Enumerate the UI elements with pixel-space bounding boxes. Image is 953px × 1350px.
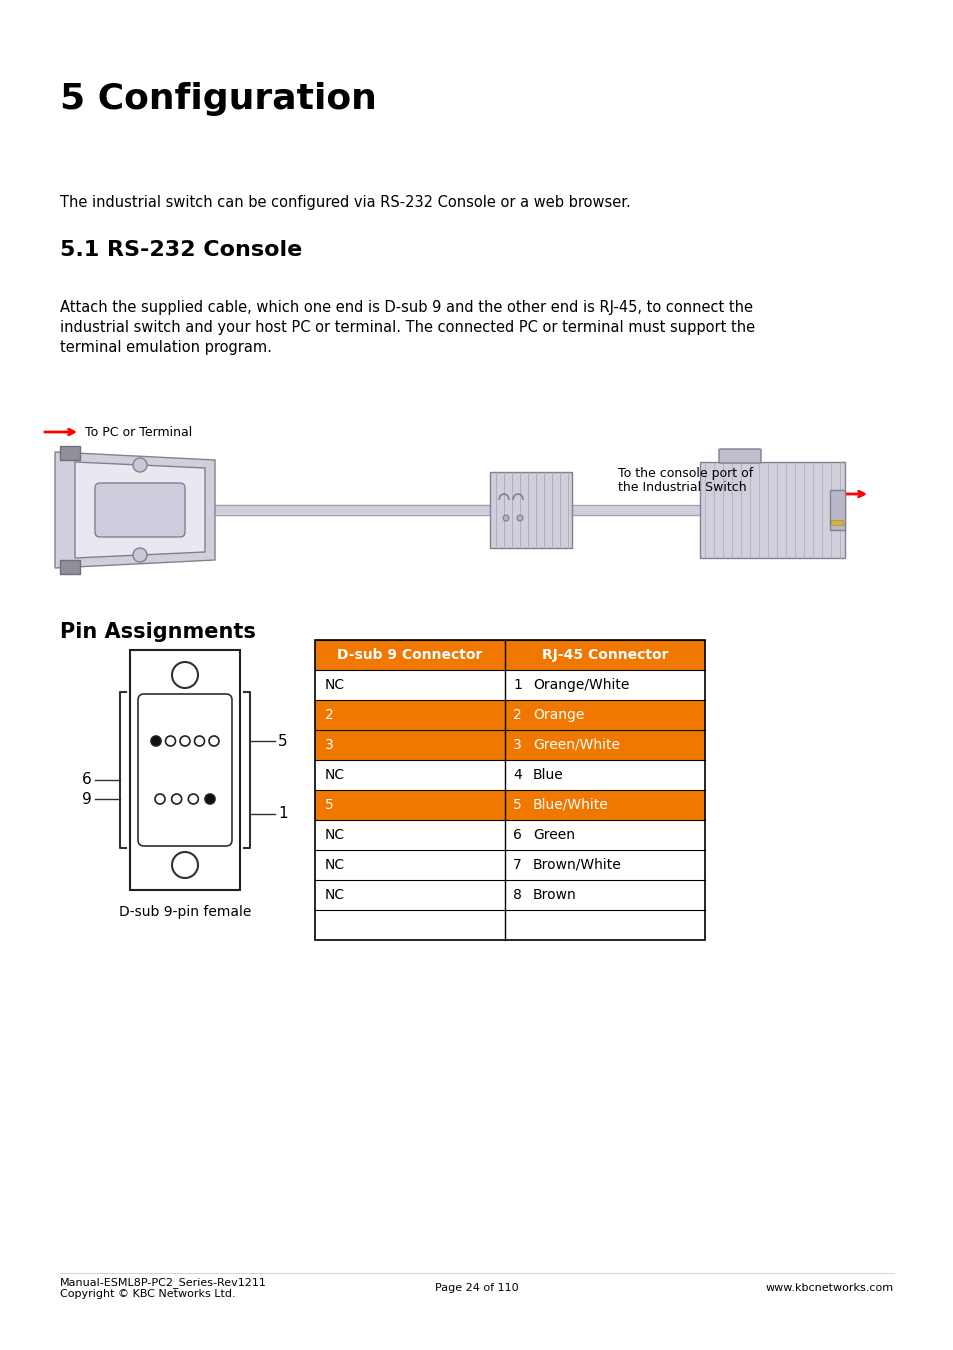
Circle shape [132, 548, 147, 562]
Text: NC: NC [325, 859, 345, 872]
Bar [504, 850, 704, 880]
Text: the Industrial Switch: the Industrial Switch [618, 481, 746, 494]
Text: 1: 1 [277, 806, 287, 822]
Text: 5 Configuration: 5 Configuration [60, 82, 376, 116]
Bar [314, 819, 504, 850]
Text: www.kbcnetworks.com: www.kbcnetworks.com [765, 1282, 893, 1293]
Text: Attach the supplied cable, which one end is D-sub 9 and the other end is RJ-45, : Attach the supplied cable, which one end… [60, 300, 752, 315]
Text: 5.1 RS-232 Console: 5.1 RS-232 Console [60, 240, 302, 261]
Text: Blue: Blue [533, 768, 563, 782]
Bar [504, 880, 704, 910]
Bar [504, 819, 704, 850]
Bar [504, 760, 704, 790]
Text: Copyright © KBC Networks Ltd.: Copyright © KBC Networks Ltd. [60, 1289, 235, 1299]
Text: 5: 5 [325, 798, 334, 811]
Text: Page 24 of 110: Page 24 of 110 [435, 1282, 518, 1293]
Bar [504, 790, 704, 819]
Bar [830, 520, 842, 525]
Text: Brown/White: Brown/White [533, 859, 621, 872]
Text: Blue/White: Blue/White [533, 798, 608, 811]
Text: Orange: Orange [533, 707, 584, 722]
Text: Orange/White: Orange/White [533, 678, 629, 693]
Text: terminal emulation program.: terminal emulation program. [60, 340, 272, 355]
Bar [60, 560, 80, 574]
Text: 4: 4 [513, 768, 521, 782]
Text: NC: NC [325, 768, 345, 782]
Text: Pin Assignments: Pin Assignments [60, 622, 255, 643]
Bar [490, 472, 572, 548]
Bar [314, 760, 504, 790]
Text: 7: 7 [513, 859, 521, 872]
Text: 9: 9 [82, 791, 91, 806]
Bar [60, 446, 80, 460]
Text: Brown: Brown [533, 888, 577, 902]
Circle shape [205, 794, 214, 805]
Circle shape [194, 736, 204, 747]
Circle shape [172, 662, 198, 688]
Bar [314, 640, 504, 670]
Text: Green/White: Green/White [533, 738, 619, 752]
Text: RJ-45 Connector: RJ-45 Connector [541, 648, 667, 662]
Bar [504, 640, 704, 670]
Bar [314, 790, 504, 819]
FancyBboxPatch shape [95, 483, 185, 537]
Text: 5: 5 [277, 733, 287, 748]
Circle shape [165, 736, 175, 747]
Bar [700, 462, 844, 558]
Text: industrial switch and your host PC or terminal. The connected PC or terminal mus: industrial switch and your host PC or te… [60, 320, 755, 335]
Text: D-sub 9-pin female: D-sub 9-pin female [119, 904, 251, 919]
Text: 2: 2 [325, 707, 334, 722]
Text: To PC or Terminal: To PC or Terminal [85, 425, 193, 439]
Text: NC: NC [325, 828, 345, 842]
Bar [314, 730, 504, 760]
Text: 2: 2 [513, 707, 521, 722]
Text: To the console port of: To the console port of [618, 467, 753, 481]
Text: D-sub 9 Connector: D-sub 9 Connector [337, 648, 482, 662]
Text: 5: 5 [513, 798, 521, 811]
Bar [314, 670, 504, 701]
Polygon shape [75, 462, 205, 558]
Text: 6: 6 [513, 828, 521, 842]
Bar [314, 640, 704, 940]
Text: The industrial switch can be configured via RS-232 Console or a web browser.: The industrial switch can be configured … [60, 194, 630, 211]
Circle shape [188, 794, 198, 805]
Bar [504, 670, 704, 701]
Bar [504, 730, 704, 760]
Circle shape [151, 736, 161, 747]
FancyBboxPatch shape [719, 450, 760, 463]
Text: 1: 1 [513, 678, 521, 693]
Circle shape [209, 736, 219, 747]
Circle shape [502, 514, 509, 521]
Text: 6: 6 [82, 772, 91, 787]
Bar [314, 880, 504, 910]
Bar [504, 701, 704, 730]
Bar [829, 490, 844, 531]
Text: NC: NC [325, 678, 345, 693]
Text: Green: Green [533, 828, 575, 842]
Circle shape [154, 794, 165, 805]
Bar [314, 850, 504, 880]
Bar [314, 701, 504, 730]
Text: 8: 8 [513, 888, 521, 902]
Circle shape [517, 514, 522, 521]
Circle shape [172, 794, 181, 805]
Circle shape [132, 458, 147, 472]
Text: NC: NC [325, 888, 345, 902]
Text: Manual-ESML8P-PC2_Series-Rev1211: Manual-ESML8P-PC2_Series-Rev1211 [60, 1277, 267, 1288]
FancyBboxPatch shape [138, 694, 232, 846]
Circle shape [172, 852, 198, 878]
Polygon shape [55, 452, 214, 568]
Bar [130, 649, 240, 890]
Text: 3: 3 [325, 738, 334, 752]
Text: 3: 3 [513, 738, 521, 752]
Circle shape [180, 736, 190, 747]
